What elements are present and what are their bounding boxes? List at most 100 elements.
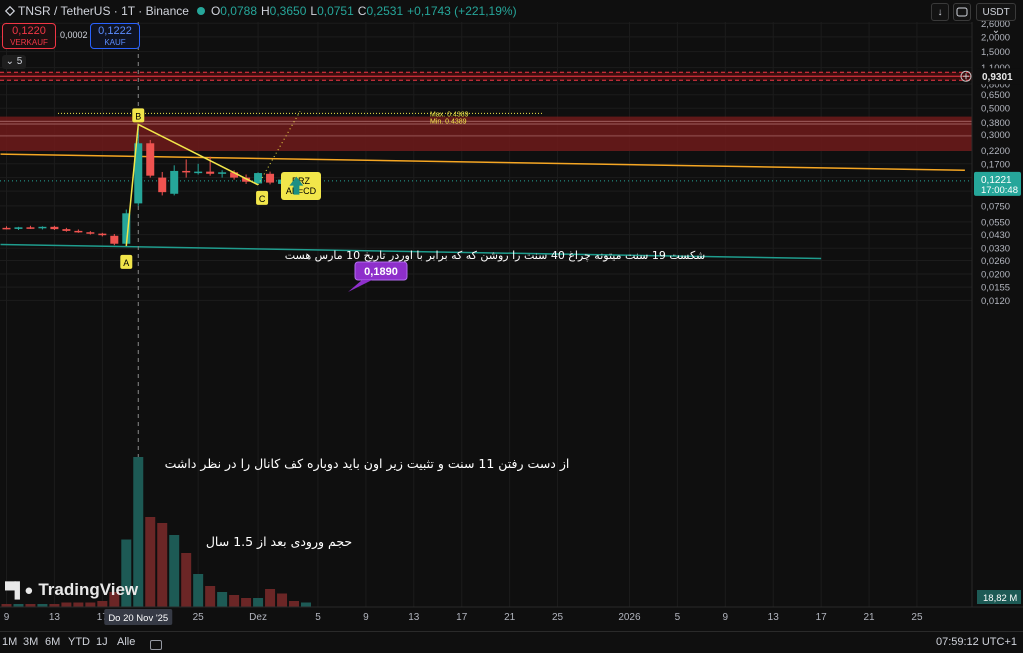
layout-icon: [956, 7, 968, 17]
trendline-teal: [0, 243, 822, 260]
point-c-label: C: [259, 194, 266, 204]
indicators-collapse-button[interactable]: ⌄ 5: [2, 55, 26, 69]
bottom-toolbar: 1M 3M 6M YTD 1J Alle 07:59:12 UTC+1: [0, 631, 1023, 653]
volume-bar: [169, 535, 180, 607]
annotation-breakout: شکست 19 سنت میتونه چراغ 40 سنت را روشن ک…: [285, 249, 705, 262]
candle: [146, 143, 155, 176]
volume-bar: [121, 539, 132, 607]
candle: [230, 172, 239, 178]
x-tick-label: 17: [456, 612, 468, 623]
y-tick-label: 1,5000: [981, 47, 1010, 58]
volume-bar: [1, 604, 12, 607]
volume-bar: [61, 602, 72, 607]
symbol-title[interactable]: TNSR / TetherUS · 1T · Binance: [18, 4, 189, 18]
candle: [38, 226, 47, 229]
volume-bar: [300, 602, 311, 607]
candle: [110, 235, 119, 244]
candle: [254, 173, 263, 184]
y-tick-label: 0,0750: [981, 201, 1010, 212]
spread-value: 0,0002: [60, 30, 88, 40]
annotation-volume: حجم ورودی بعد از 1.5 سال: [206, 534, 352, 550]
price-line-tag-bg: [977, 68, 1021, 85]
market-open-indicator: [196, 7, 205, 15]
abcd-pattern: [125, 123, 259, 247]
high-label: H: [261, 4, 270, 18]
resistance-zone: [0, 116, 972, 151]
range-1m[interactable]: 1M: [2, 636, 18, 648]
calendar-icon[interactable]: [150, 640, 162, 650]
range-3m[interactable]: 3M: [23, 636, 39, 648]
point-c-marker: [256, 190, 269, 205]
volume-bar: [73, 602, 84, 607]
y-tick-label: 0,0550: [981, 217, 1010, 228]
countdown-value: 17:00:48: [981, 185, 1018, 196]
high-value: 0,3650: [269, 4, 307, 18]
layout-button[interactable]: [953, 3, 971, 21]
close-label: C: [357, 4, 367, 18]
buy-label: KAUF: [104, 38, 126, 47]
volume-bar: [157, 523, 168, 607]
y-tick-label: 0,6500: [981, 90, 1010, 101]
x-tick-label: Dez: [249, 612, 267, 623]
range-all[interactable]: Alle: [117, 636, 136, 648]
current-price-value: 0,1221: [981, 175, 1012, 186]
volume-bar: [49, 604, 60, 607]
crosshair-date-label: Do 20 Nov '25: [108, 613, 168, 624]
buy-price: 0,1222: [98, 25, 132, 37]
y-tick-label: 0,0155: [981, 283, 1010, 294]
volume-bar: [277, 593, 288, 607]
x-tick-label: 17: [97, 612, 109, 623]
y-tick-label: 0,1700: [981, 159, 1010, 170]
price-bubble: [354, 261, 408, 281]
volume-value: 18,82 M: [983, 593, 1017, 604]
candle: [98, 233, 107, 236]
price-line-tag: 0,9301: [982, 72, 1013, 83]
volume-bar: [193, 574, 204, 607]
candle: [242, 177, 251, 182]
tradingview-mark-icon: ▀▌●: [5, 581, 33, 599]
download-button[interactable]: ↓: [931, 3, 949, 21]
sell-button[interactable]: 0,1220 VERKAUF: [2, 23, 56, 49]
x-tick-label: 5: [315, 612, 321, 623]
x-tick-label: 13: [768, 612, 780, 623]
volume-bar: [205, 586, 216, 607]
candle: [206, 171, 215, 174]
tradingview-logo[interactable]: ▀▌● TradingView: [5, 580, 138, 600]
price-bubble-tail: [348, 280, 372, 292]
candle: [26, 227, 35, 229]
volume-bar: [241, 598, 252, 607]
low-value: 0,0751: [317, 4, 354, 18]
x-tick-label: 13: [408, 612, 420, 623]
annotation-support: از دست رفتن 11 سنت و تثبیت زیر اون باید …: [165, 456, 570, 472]
x-tick-label: 5: [675, 612, 681, 623]
candle: [158, 177, 167, 193]
volume-bar: [133, 457, 144, 607]
x-tick-label: 9: [723, 612, 729, 623]
candle: [182, 170, 191, 173]
open-value: 0,0788: [220, 4, 257, 18]
candle: [62, 229, 71, 231]
trendline-orange: [0, 153, 965, 171]
low-label: L: [310, 4, 318, 18]
volume-bar: [25, 604, 36, 607]
y-tick-label: 0,0330: [981, 244, 1010, 255]
x-tick-label: 9: [4, 612, 10, 623]
prz-label: PRZ: [292, 176, 311, 186]
candle: [122, 213, 131, 244]
close-value: 0,2531: [366, 4, 404, 18]
volume-bar: [253, 598, 264, 607]
clock[interactable]: 07:59:12 UTC+1: [935, 636, 1017, 648]
range-1j[interactable]: 1J: [96, 636, 108, 648]
buy-button[interactable]: 0,1222 KAUF: [90, 23, 140, 49]
candle: [266, 173, 275, 183]
change-value: +0,1743 (+221,19%): [407, 4, 517, 18]
range-ytd[interactable]: YTD: [68, 636, 90, 648]
range-6m[interactable]: 6M: [45, 636, 61, 648]
volume-bar: [217, 592, 228, 607]
currency-selector[interactable]: USDT ⌄: [976, 3, 1016, 36]
plus-icon: [963, 73, 969, 80]
indicator-count: 5: [16, 56, 23, 67]
prz-max-label: Max. 0.4389: [430, 111, 469, 118]
volume-bar: [181, 553, 192, 607]
